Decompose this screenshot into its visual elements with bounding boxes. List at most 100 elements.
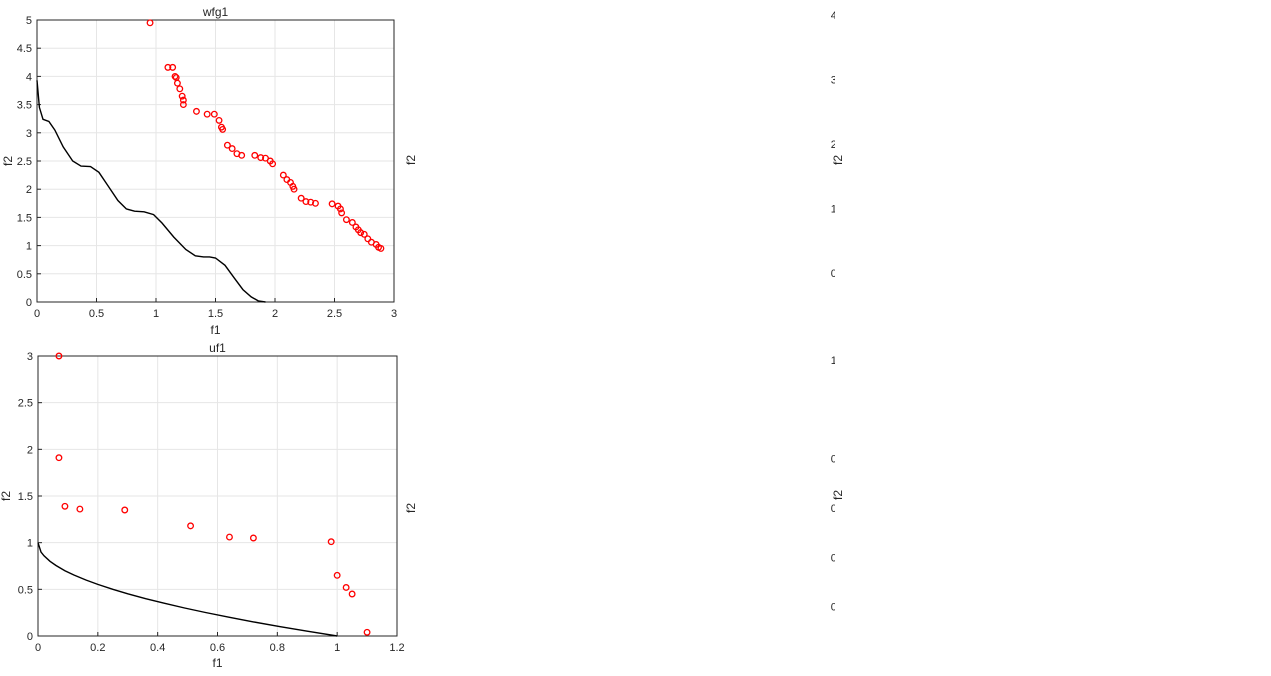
x-axis-label: f1 xyxy=(210,323,220,335)
data-point xyxy=(342,216,350,224)
data-point xyxy=(290,185,298,193)
data-point xyxy=(61,502,69,510)
data-point xyxy=(179,101,187,109)
chart-svg: 0 0.5 1 1.5 2 2.5 3 0 0.5 1 1.5 2 2.5 3 3.5 4 4.5 5 wfg1 f1… xyxy=(1,5,397,337)
front-curve xyxy=(37,542,338,637)
data-point xyxy=(179,96,187,104)
data-point xyxy=(193,107,200,115)
x-tick-label: 3 xyxy=(391,308,397,320)
y-tick-label: 4 xyxy=(26,71,32,83)
x-tick-label: 1.2 xyxy=(389,642,404,654)
y-tick-label: 1.5 xyxy=(18,491,33,503)
x-tick-label: 2 xyxy=(272,308,278,320)
y-axis-label: f2 xyxy=(0,491,13,501)
chart-panel-wfg4: 00.511.522.500.511.522.533.544.5wfg4f1f2 xyxy=(830,0,1271,340)
x-tick-label: 1.5 xyxy=(208,308,223,320)
y-tick-label: 2.5 xyxy=(18,398,33,410)
data-point xyxy=(257,154,265,162)
data-point xyxy=(55,454,63,462)
data-point xyxy=(348,219,356,226)
y-tick-label: 2 xyxy=(26,184,32,196)
y-axis-label: f2 xyxy=(405,155,418,165)
data-point xyxy=(360,230,368,238)
data-point xyxy=(338,209,346,217)
x-tick-label: 1 xyxy=(153,308,159,320)
x-tick-label: 2.5 xyxy=(327,308,342,320)
data-point xyxy=(238,151,246,159)
data-point xyxy=(364,235,372,243)
y-tick-label: 0 xyxy=(27,631,33,643)
chart-svg: 00.511.522.500.511.522.533.544.5wfg4f1f2 xyxy=(831,155,845,165)
data-point xyxy=(146,19,154,27)
y-tick-label: 3 xyxy=(27,351,33,363)
y-tick-label: 3 xyxy=(26,128,32,140)
data-point xyxy=(302,198,310,206)
data-point xyxy=(251,151,259,159)
y-tick-label: 5 xyxy=(26,15,32,27)
data-point xyxy=(328,200,336,208)
chart-svg: 00.20.40.60.811.200.20.40.60.811.2uf4f1f… xyxy=(831,490,845,500)
x-axis-label: f1 xyxy=(212,656,222,670)
y-tick-label: 2 xyxy=(27,444,33,456)
data-point xyxy=(164,63,172,71)
chart-panel-wfg2: 00.511.522.500.511.522.533.544.5wfg2f1f2 xyxy=(404,0,1229,340)
data-point xyxy=(333,571,341,579)
y-tick-label: 1.5 xyxy=(17,212,32,224)
data-point xyxy=(203,110,211,118)
chart-panel-wfg1: 0 0.5 1 1.5 2 2.5 3 0 0.5 1 1.5 2 2.5 3 3.5 4 4.5 5 wfg1 f1… xyxy=(0,0,405,337)
x-tick-label: 0.2 xyxy=(90,642,105,654)
chart-title: wfg1 xyxy=(202,5,229,19)
y-axis-label: f2 xyxy=(1,156,15,166)
front-curve xyxy=(36,80,266,303)
data-point xyxy=(363,628,371,636)
data-point xyxy=(176,85,184,93)
y-tick-label: 1 xyxy=(27,538,33,550)
data-point xyxy=(55,352,63,360)
data-point xyxy=(169,63,177,71)
x-tick-label: 0.4 xyxy=(150,642,165,654)
y-tick-label: 0.5 xyxy=(18,584,33,596)
data-point xyxy=(357,229,365,237)
x-tick-label: 0.6 xyxy=(210,642,225,654)
data-point xyxy=(171,72,179,80)
x-tick-label: 0 xyxy=(34,308,40,320)
data-point xyxy=(377,244,385,252)
data-point xyxy=(223,141,231,149)
data-point xyxy=(327,538,335,546)
y-tick-label: 1 xyxy=(26,241,32,253)
data-point xyxy=(210,110,218,118)
y-tick-label: 4.5 xyxy=(17,43,32,55)
data-point xyxy=(226,533,233,541)
chart-panel-uf1: 0 0.2 0.4 0.6 0.8 1 1.2 0 0.5 1 1.5 2 2.5 3 uf1 f1 f2 xyxy=(0,338,405,671)
y-tick-label: 0 xyxy=(26,297,32,309)
data-point xyxy=(337,205,344,213)
x-tick-label: 0 xyxy=(35,642,41,654)
data-point xyxy=(178,92,186,100)
data-point xyxy=(215,116,223,124)
data-point xyxy=(348,590,356,598)
y-axis-label: f2 xyxy=(831,490,845,500)
data-point xyxy=(228,145,236,153)
x-tick-label: 0.8 xyxy=(270,642,285,654)
data-point xyxy=(187,522,195,530)
chart-svg: 00.511.522.500.20.40.60.811.2uf2f1f2 xyxy=(404,345,1255,674)
data-point xyxy=(121,506,129,514)
y-axis-label: f2 xyxy=(831,155,845,165)
chart-panel-uf2: 00.511.522.500.20.40.60.811.2uf2f1f2 xyxy=(404,340,1255,674)
data-point xyxy=(76,505,84,513)
data-point xyxy=(279,171,287,179)
x-tick-label: 1 xyxy=(334,642,340,654)
data-point xyxy=(312,199,319,207)
data-point xyxy=(249,534,257,542)
chart-title: uf1 xyxy=(209,341,226,355)
data-point xyxy=(297,194,305,202)
data-point xyxy=(173,79,181,87)
chart-panel-uf4: 00.20.40.60.811.200.20.40.60.811.2uf4f1f… xyxy=(830,340,1271,671)
y-tick-label: 3.5 xyxy=(17,100,32,112)
y-axis-label: f2 xyxy=(405,503,418,513)
y-tick-label: 0.5 xyxy=(17,269,32,281)
data-point xyxy=(219,125,227,133)
chart-svg: 00.511.522.500.511.522.533.544.5wfg2f1f2 xyxy=(404,0,1229,340)
y-tick-label: 2.5 xyxy=(17,156,32,168)
data-point xyxy=(269,160,277,168)
